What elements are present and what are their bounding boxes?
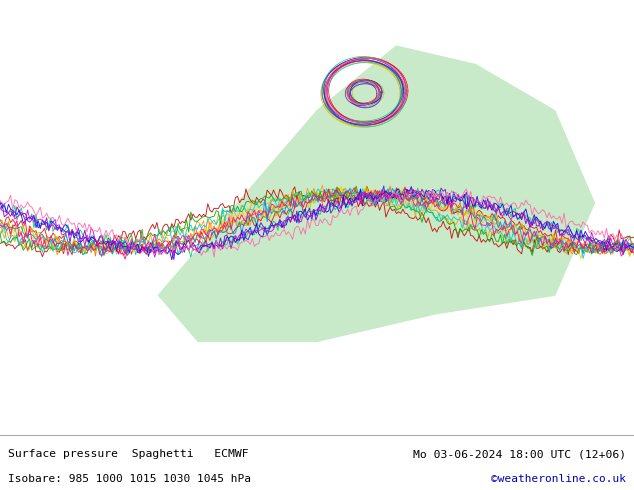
- Text: Mo 03-06-2024 18:00 UTC (12+06): Mo 03-06-2024 18:00 UTC (12+06): [413, 449, 626, 460]
- Text: ©weatheronline.co.uk: ©weatheronline.co.uk: [491, 474, 626, 484]
- Polygon shape: [158, 46, 595, 342]
- Text: Isobare: 985 1000 1015 1030 1045 hPa: Isobare: 985 1000 1015 1030 1045 hPa: [8, 474, 250, 484]
- Text: Surface pressure  Spaghetti   ECMWF: Surface pressure Spaghetti ECMWF: [8, 449, 249, 460]
